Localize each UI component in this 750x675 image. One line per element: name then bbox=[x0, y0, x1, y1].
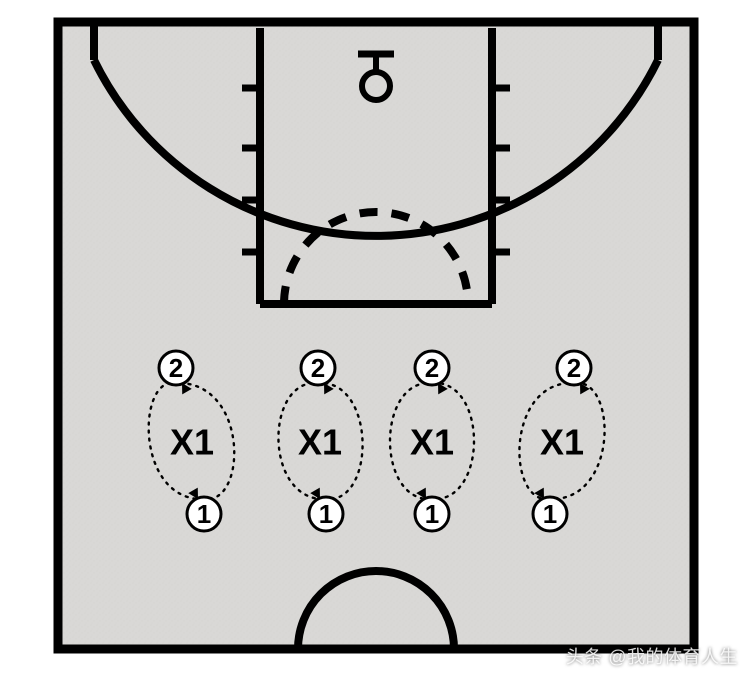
defender-label-3: X1 bbox=[540, 422, 584, 463]
player-top-2-label: 2 bbox=[425, 353, 439, 383]
defender-label-2: X1 bbox=[410, 422, 454, 463]
defender-label-0: X1 bbox=[170, 422, 214, 463]
player-bot-3-label: 1 bbox=[543, 499, 557, 529]
player-top-0-label: 2 bbox=[169, 353, 183, 383]
diagram-root: X121X121X121X121 头条 @我的体育人生 bbox=[0, 0, 750, 675]
defender-label-1: X1 bbox=[298, 422, 342, 463]
player-bot-1-label: 1 bbox=[319, 499, 333, 529]
player-bot-2-label: 1 bbox=[425, 499, 439, 529]
court-svg: X1 2 1 X1 2 1 X1 2 1 X1 2 1 bbox=[0, 0, 750, 675]
player-top-1-label: 2 bbox=[311, 353, 325, 383]
player-top-3-label: 2 bbox=[567, 353, 581, 383]
player-bot-0-label: 1 bbox=[197, 499, 211, 529]
court-boundary bbox=[58, 22, 694, 649]
